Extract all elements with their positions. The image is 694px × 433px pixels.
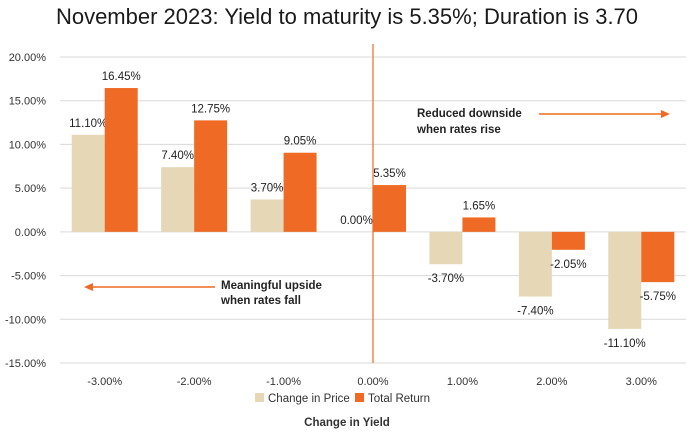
y-tick-label: 5.00% <box>15 183 46 195</box>
price-change-label: 0.00% <box>340 215 373 227</box>
total-return-bar <box>104 88 138 232</box>
price-change-label: -3.70% <box>428 273 464 285</box>
chart-title: November 2023: Yield to maturity is 5.35… <box>55 4 639 29</box>
arrow-left-icon <box>84 283 93 291</box>
y-tick-label: -15.00% <box>5 358 46 370</box>
total-return-label: 12.75% <box>191 103 230 115</box>
x-tick-label: 3.00% <box>626 376 657 388</box>
x-tick-label: -1.00% <box>266 376 301 388</box>
price-change-label: -7.40% <box>517 306 553 318</box>
total-return-label: 16.45% <box>102 71 141 83</box>
total-return-label: 1.65% <box>463 200 496 212</box>
annotation-upside-line2: when rates fall <box>220 295 301 307</box>
x-tick-label: -2.00% <box>177 376 212 388</box>
annotation-upside-line1: Meaningful upside <box>221 280 322 292</box>
price-change-label: 7.40% <box>161 150 194 162</box>
legend-swatch-change-in-price <box>255 393 264 402</box>
total-return-bar <box>283 152 317 232</box>
annotation-downside-line1: Reduced downside <box>417 108 522 120</box>
y-tick-label: 0.00% <box>15 227 46 239</box>
price-change-bar <box>71 134 105 232</box>
y-tick-label: -5.00% <box>11 271 46 283</box>
arrow-right-icon <box>661 110 670 118</box>
price-change-label: 3.70% <box>251 183 284 195</box>
total-return-label: -5.75% <box>640 291 676 303</box>
y-tick-label: 15.00% <box>9 96 47 108</box>
total-return-bar <box>551 231 585 250</box>
legend-swatch-total-return <box>355 393 364 402</box>
total-return-bar <box>641 231 675 283</box>
total-return-bar <box>462 217 496 232</box>
legend-label-change-in-price: Change in Price <box>268 393 350 405</box>
total-return-label: 5.35% <box>373 168 406 180</box>
total-return-label: 9.05% <box>284 136 317 148</box>
price-change-bar <box>250 199 284 232</box>
total-return-bar <box>194 120 228 232</box>
annotation-downside-line2: when rates rise <box>416 124 501 136</box>
price-change-label: -11.10% <box>604 338 646 350</box>
y-tick-label: -10.00% <box>5 314 46 326</box>
price-change-bar <box>518 231 552 297</box>
price-change-label: 11.10% <box>69 118 107 130</box>
price-change-bar <box>429 231 463 265</box>
x-tick-label: -3.00% <box>87 376 122 388</box>
y-tick-label: 20.00% <box>9 52 47 64</box>
x-tick-label: 1.00% <box>447 376 478 388</box>
total-return-bar <box>373 185 406 232</box>
price-change-bar <box>608 231 642 329</box>
x-tick-label: 0.00% <box>357 376 388 388</box>
x-axis-title: Change in Yield <box>304 417 390 429</box>
x-tick-label: 2.00% <box>536 376 567 388</box>
y-tick-label: 10.00% <box>9 139 47 151</box>
total-return-label: -2.05% <box>550 259 586 271</box>
price-change-bar <box>161 167 195 232</box>
legend-label-total-return: Total Return <box>368 393 430 405</box>
